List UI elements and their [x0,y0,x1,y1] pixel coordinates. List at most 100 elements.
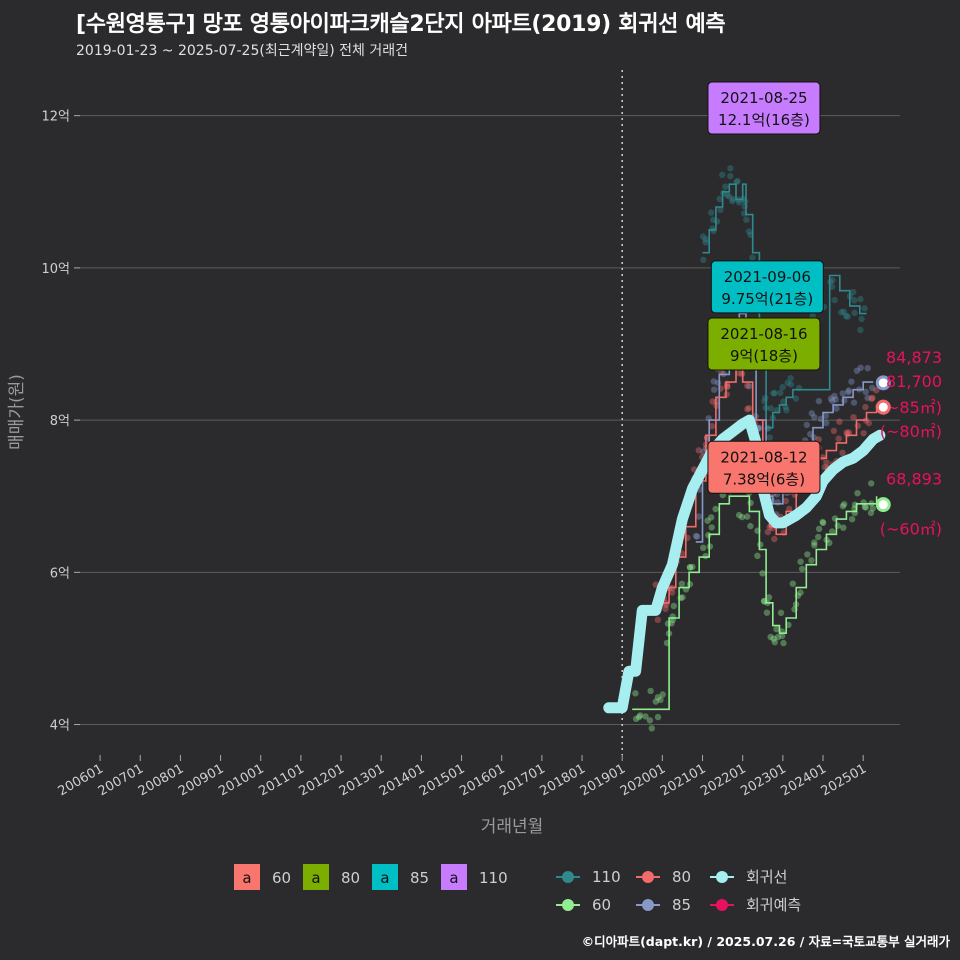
transaction-point [712,505,719,513]
y-tick-label: 8억 [50,414,70,429]
transaction-point [723,191,731,199]
x-tick-label: 200601 [56,761,106,799]
transaction-point [729,197,736,205]
transaction-point [678,580,686,587]
series-line-60 [632,495,878,711]
transaction-point [789,580,796,587]
transaction-point [844,313,851,320]
transaction-point [833,405,840,412]
x-tick-label: 202301 [738,761,788,799]
transaction-point [868,395,875,402]
legend-dot [642,899,654,911]
transaction-point [679,594,686,601]
y-tick-label: 10억 [41,262,70,277]
legend-glyph: a [242,869,251,887]
transaction-point [695,447,702,454]
transaction-point [826,539,833,547]
legend-line-item: 회귀선 [710,868,787,886]
transaction-point [777,609,785,616]
legend-label: 80 [672,868,691,886]
transaction-point [659,691,666,698]
forecast-point-85 [875,375,891,391]
transaction-point [744,513,751,520]
legend-dot [642,871,654,883]
legend-box-item: a 85 [372,864,429,890]
transaction-point [692,532,700,540]
transaction-point [719,171,726,178]
transaction-point [652,698,659,705]
transaction-point [829,397,836,405]
transaction-point [811,539,818,546]
transaction-point [823,419,830,427]
x-tick-label: 201201 [297,761,347,799]
transaction-point [704,517,711,524]
transaction-point [829,277,836,284]
transaction-point [853,367,861,374]
x-tick-label: 201701 [497,761,547,799]
x-tick-label: 201301 [337,761,387,799]
annotation-date: 2021-08-16 [720,325,807,343]
transaction-point [754,552,761,559]
legend-label: 85 [672,896,691,914]
transaction-point [797,558,804,565]
transaction-point [851,297,858,304]
transaction-point [841,397,848,404]
transaction-point [686,580,694,588]
legend-swatch [303,864,329,890]
transaction-point [815,533,822,541]
legend-label: 80 [341,869,360,887]
annotation-date: 2021-09-06 [724,268,811,286]
transaction-point [735,511,743,519]
transaction-point [845,387,852,394]
legend-label: 회귀예측 [746,896,801,914]
legend-dot [562,871,574,883]
transaction-point [725,193,733,200]
annotation-value: 12.1억(16층) [718,111,810,129]
transaction-point [734,177,741,185]
legend-label: 85 [410,869,429,887]
transaction-point [819,454,826,461]
transaction-point [717,206,724,213]
forecast-value-label: 84,873 [886,348,942,367]
transaction-point [735,370,743,377]
transaction-point [657,696,664,703]
legend-line-item: 85 [636,896,691,914]
transaction-point [774,633,782,641]
transaction-point [709,225,716,232]
transaction-point [862,388,869,395]
transaction-point [861,305,868,312]
transaction-point [662,605,669,612]
transaction-point [777,389,784,396]
transaction-point [864,365,871,372]
transaction-point [787,381,795,388]
transaction-point [699,233,707,240]
transaction-point [779,384,786,391]
legend-line-item: 80 [636,868,691,886]
transaction-point [707,209,715,216]
legend-glyph: a [311,869,320,887]
transaction-point [807,430,814,438]
transaction-point [827,395,835,402]
transaction-point [839,503,847,510]
transaction-point [713,218,721,225]
transaction-point [815,436,822,443]
forecast-value-label: 68,893 [886,470,942,489]
legend-label: 60 [272,869,291,887]
y-axis-title: 매매가(원) [7,374,27,450]
transaction-point [850,288,857,296]
transaction-point [823,459,830,466]
legend-label: 60 [592,896,611,914]
legend-label: 110 [479,869,508,887]
transaction-point [686,564,694,571]
transaction-point [773,626,780,633]
transaction-point [654,616,661,623]
legend-swatch [372,864,398,890]
transaction-point [841,501,848,508]
transaction-point [786,505,793,513]
transaction-point [670,602,677,610]
x-tick-label: 201501 [417,761,467,799]
transaction-point [700,544,707,551]
transaction-point [702,552,709,560]
legend-dot [562,899,574,911]
